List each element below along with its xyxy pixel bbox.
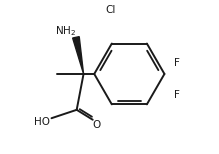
Text: F: F [175, 90, 180, 100]
Polygon shape [73, 37, 84, 74]
Text: O: O [92, 120, 101, 130]
Text: F: F [175, 58, 180, 68]
Text: Cl: Cl [106, 5, 116, 15]
Text: NH$_2$: NH$_2$ [55, 24, 77, 38]
Text: HO: HO [34, 117, 50, 127]
